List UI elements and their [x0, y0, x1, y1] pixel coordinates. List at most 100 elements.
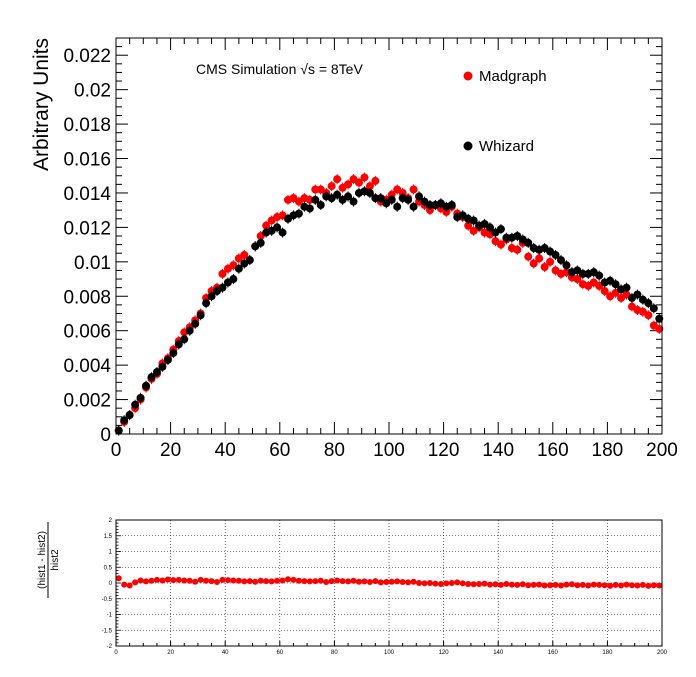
ratio-point [328, 578, 335, 585]
ratio-point [405, 579, 412, 586]
ratio-point [334, 577, 341, 584]
whizard-point [404, 195, 413, 204]
ratio-point [175, 576, 182, 583]
ratio-point [656, 582, 663, 589]
whizard-point [595, 271, 604, 280]
ratio-point [481, 580, 488, 587]
madgraph-point [262, 221, 271, 230]
ratio-point [443, 580, 450, 587]
ratio-y-label-numerator: (hist1 - hist2) [37, 531, 48, 589]
whizard-point [278, 228, 287, 237]
whizard-point [496, 225, 505, 234]
ratio-point [416, 580, 423, 586]
ratio-x-tick-label: 160 [548, 650, 559, 656]
ratio-point [514, 581, 521, 588]
madgraph-point [540, 262, 549, 271]
whizard-point [333, 190, 342, 199]
ratio-point [143, 578, 150, 585]
whizard-point [393, 202, 402, 211]
ratio-point [557, 582, 564, 589]
main-title: CMS Simulation √s = 8TeV [196, 61, 363, 77]
ratio-x-tick-label: 0 [114, 650, 118, 656]
main-y-tick-label: 0.018 [63, 115, 111, 136]
ratio-point [181, 577, 188, 584]
ratio-point [115, 575, 122, 582]
ratio-point [639, 581, 646, 588]
ratio-point [323, 579, 330, 586]
ratio-point [345, 578, 352, 585]
ratio-point [476, 580, 483, 587]
main-y-tick-label: 0.012 [63, 218, 111, 239]
ratio-point [241, 578, 248, 585]
main-y-tick-label: 0.008 [63, 287, 111, 308]
ratio-point [339, 578, 346, 585]
ratio-point [487, 581, 494, 588]
ratio-point [219, 576, 226, 583]
ratio-x-tick-label: 140 [493, 650, 504, 656]
ratio-point [596, 581, 603, 588]
ratio-point [563, 581, 570, 588]
ratio-point [459, 580, 466, 587]
whizard-point [611, 280, 620, 289]
main-y-tick-label: 0.022 [63, 46, 111, 67]
whizard-point [294, 209, 303, 218]
ratio-point [508, 581, 515, 588]
ratio-x-tick-label: 40 [222, 650, 229, 656]
main-y-tick-label: 0.004 [63, 356, 111, 377]
ratio-point [585, 582, 592, 589]
whizard-point [180, 335, 189, 344]
ratio-x-tick-label: 200 [657, 650, 668, 656]
whizard-point [191, 319, 200, 328]
ratio-point [519, 581, 526, 588]
ratio-point [536, 581, 543, 588]
ratio-point [290, 576, 297, 583]
ratio-point [126, 582, 133, 589]
main-y-tick-label: 0.006 [63, 322, 111, 343]
ratio-point [208, 578, 215, 585]
ratio-point [372, 578, 379, 585]
whizard-point [649, 304, 658, 313]
main-y-tick-label: 0.002 [63, 391, 111, 412]
whizard-point [136, 393, 145, 402]
main-x-tick-label: 20 [160, 440, 181, 461]
ratio-x-tick-label: 100 [384, 650, 395, 656]
madgraph-point [464, 221, 473, 230]
legend-marker-whizard [463, 141, 473, 151]
ratio-point [650, 582, 657, 589]
ratio-point [497, 581, 504, 588]
whizard-point [344, 192, 353, 201]
whizard-point [131, 400, 140, 409]
ratio-point [579, 581, 586, 588]
legend-label-madgraph: Madgraph [479, 68, 547, 85]
main-x-tick-label: 60 [269, 440, 290, 461]
ratio-point [399, 579, 406, 586]
madgraph-point [573, 275, 582, 284]
whizard-point [633, 290, 642, 299]
ratio-point [607, 582, 614, 589]
ratio-point [230, 577, 237, 584]
main-ticks [115, 37, 663, 435]
ratio-point [601, 582, 608, 589]
ratio-point [148, 577, 155, 584]
ratio-point [383, 579, 390, 586]
ratio-point [366, 579, 373, 586]
whizard-point [311, 195, 320, 204]
ratio-plot: 0 20 40 60 80 100 120 140 160 180 200-2-1.5-1-0.50… [37, 518, 668, 656]
ratio-point [574, 582, 581, 589]
main-y-tick-label: 0 [100, 425, 111, 446]
madgraph-point [344, 180, 353, 189]
madgraph-point [644, 311, 653, 320]
ratio-point [257, 577, 264, 584]
main-x-tick-label: 100 [373, 440, 405, 461]
whizard-point [147, 373, 156, 382]
ratio-point [465, 580, 472, 587]
ratio-point [552, 581, 559, 588]
madgraph-point [655, 324, 664, 333]
whizard-point [644, 299, 653, 308]
main-x-tick-label: 180 [592, 440, 624, 461]
madgraph-point [524, 252, 533, 261]
main-x-tick-label: 40 [215, 440, 236, 461]
main-y-axis-label: Arbitrary Units [30, 38, 53, 171]
ratio-point [132, 579, 139, 586]
madgraph-point [496, 240, 505, 249]
